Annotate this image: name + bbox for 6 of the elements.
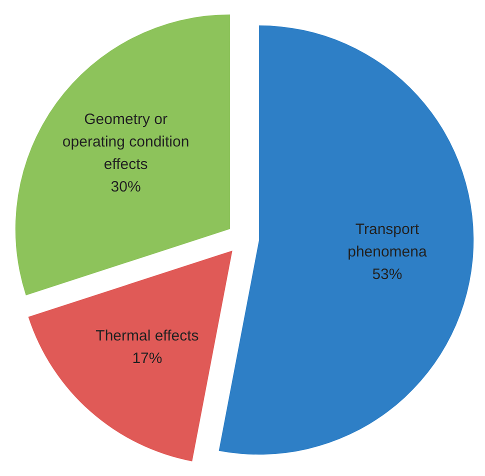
data-label: 17% [132,350,162,367]
slice-label: Geometry or operating condition effects [62,111,190,174]
data-label: 30% [110,178,141,196]
data-label: 53% [372,266,402,284]
slice-label: Transport phenomena [348,221,428,261]
slice-label: Thermal effects [96,327,199,344]
